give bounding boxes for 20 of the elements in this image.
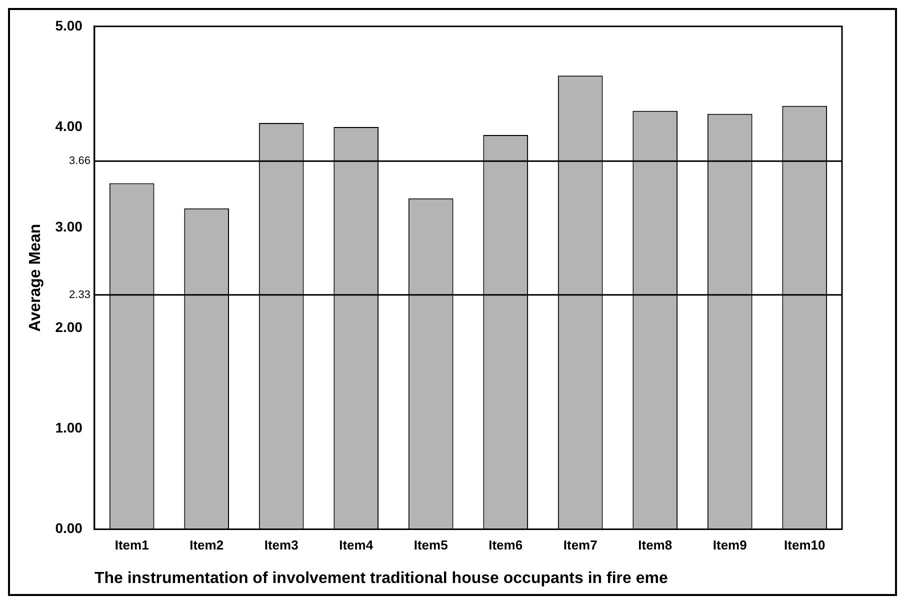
- x-tick-label: Item9: [712, 538, 747, 553]
- x-tick-label: Item4: [339, 538, 374, 553]
- x-tick-label: Item7: [563, 538, 598, 553]
- y-tick-label: 2.00: [55, 318, 83, 335]
- y-axis-title: Average Mean: [27, 224, 44, 332]
- x-tick-label: Item3: [264, 538, 298, 553]
- x-tick-label: Item2: [190, 538, 224, 553]
- y-tick-label: 5.00: [55, 17, 83, 34]
- x-tick-label: Item8: [638, 538, 672, 553]
- y-tick-label: 3.00: [55, 218, 83, 234]
- ref-line-label: 2.33: [69, 288, 90, 301]
- x-tick-label: Item5: [414, 538, 448, 553]
- y-tick-label: 0.00: [55, 520, 83, 536]
- x-tick-label: Item10: [784, 538, 826, 553]
- ref-line-label: 3.66: [69, 155, 90, 168]
- x-axis-title: The instrumentation of involvement traditional house occupants in fire eme: [94, 570, 668, 587]
- x-tick-label: Item6: [488, 538, 523, 553]
- x-tick-label: Item1: [114, 538, 149, 553]
- y-tick-label: 4.00: [55, 118, 83, 134]
- y-tick-label: 1.00: [55, 420, 83, 436]
